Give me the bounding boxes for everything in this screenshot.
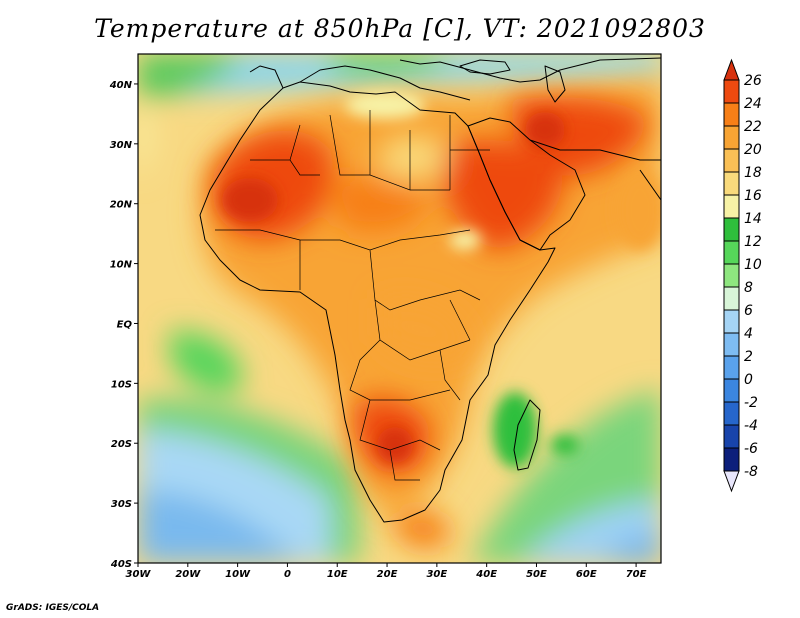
lat-tick-label: 30S	[111, 499, 132, 510]
africa-coastline	[199, 81, 556, 523]
lon-tick-label: 60E	[576, 569, 597, 580]
local-features	[222, 91, 661, 468]
coastlines	[199, 57, 661, 523]
colorbar-segment	[723, 217, 740, 242]
colorbar-label: 2	[744, 349, 753, 365]
colorbar-segment	[723, 194, 740, 219]
colorbar-label: -6	[744, 441, 758, 457]
colorbar-label: 24	[744, 96, 762, 112]
lon-tick-label: 50E	[526, 569, 547, 580]
lon-tick-label: 70E	[626, 569, 647, 580]
colorbar-segment	[723, 148, 740, 173]
lon-tick-label: 0	[284, 569, 291, 580]
lon-tick-label: 40E	[475, 569, 497, 580]
lon-tick-label: 20E	[377, 569, 398, 580]
lon-tick-label: 10E	[327, 569, 348, 580]
temperature-field	[138, 54, 661, 563]
lat-tick-label: 30N	[110, 140, 133, 151]
colorbar-label: 20	[744, 142, 762, 158]
lon-tick-label: 10W	[225, 569, 251, 580]
colorbar-label: 18	[744, 165, 762, 181]
colorbar-segment	[723, 401, 740, 426]
caspian	[544, 65, 566, 103]
europe-coast	[249, 57, 661, 101]
arabia-coast	[467, 117, 586, 251]
lat-tick-label: 10S	[111, 379, 132, 390]
lon-tick-label: 30W	[126, 569, 152, 580]
colorbar-label: -4	[744, 418, 758, 434]
colorbar-label: -8	[744, 464, 758, 480]
axis-ticks: 30W 20W 10W 0 10E 20E 30E 40E 50E 60E 70E 40N 30N 20N…	[109, 80, 647, 580]
colorbar-label: 4	[744, 326, 753, 342]
lat-tick-label: 20N	[110, 200, 133, 211]
country-borders	[215, 110, 490, 481]
black-sea	[459, 59, 511, 75]
madagascar	[513, 399, 541, 471]
colorbar-label: 10	[744, 257, 762, 273]
colorbar-segment	[723, 447, 740, 472]
colorbar-label: -2	[744, 395, 758, 411]
colorbar-label: 14	[744, 211, 762, 227]
colorbar-segment	[723, 102, 740, 127]
colorbar-label: 22	[744, 119, 762, 135]
colorbar-segment	[723, 171, 740, 196]
iran-coast	[529, 139, 661, 161]
colorbar-segment	[723, 332, 740, 357]
colorbar-label: 8	[744, 280, 753, 296]
hot-cores	[212, 97, 650, 549]
colorbar-segment	[723, 240, 740, 265]
lat-tick-label: 40S	[110, 559, 132, 570]
lat-tick-label: 20S	[111, 439, 132, 450]
map-frame	[137, 53, 662, 564]
colorbar-segment	[723, 125, 740, 150]
colorbar-label: 6	[744, 303, 753, 319]
colorbar-segment	[723, 309, 740, 334]
lon-tick-label: 20W	[175, 569, 201, 580]
lon-tick-label: 30E	[426, 569, 447, 580]
lat-tick-label: 40N	[109, 80, 133, 91]
colorbar-label: 0	[744, 372, 753, 388]
colorbar-top-arrow	[723, 58, 740, 81]
colorbar-label: 16	[744, 188, 762, 204]
colorbar-bottom-arrow	[723, 470, 740, 493]
colorbar-segment	[723, 79, 740, 104]
colorbar-segment	[723, 424, 740, 449]
colorbar-segment	[723, 355, 740, 380]
lat-tick-label: 10N	[110, 260, 133, 271]
southern-ocean-cool-bands	[138, 54, 661, 563]
colorbar-label: 12	[744, 234, 762, 250]
colorbar-label: 26	[744, 73, 762, 89]
colorbar-segment	[723, 286, 740, 311]
colorbar-segment	[723, 263, 740, 288]
chart-title: Temperature at 850hPa [C], VT: 202109280…	[94, 14, 706, 43]
grads-credit: GrADS: IGES/COLA	[6, 603, 100, 613]
lat-tick-label: EQ	[117, 319, 133, 330]
india-coast	[639, 169, 661, 201]
colorbar-segment	[723, 378, 740, 403]
